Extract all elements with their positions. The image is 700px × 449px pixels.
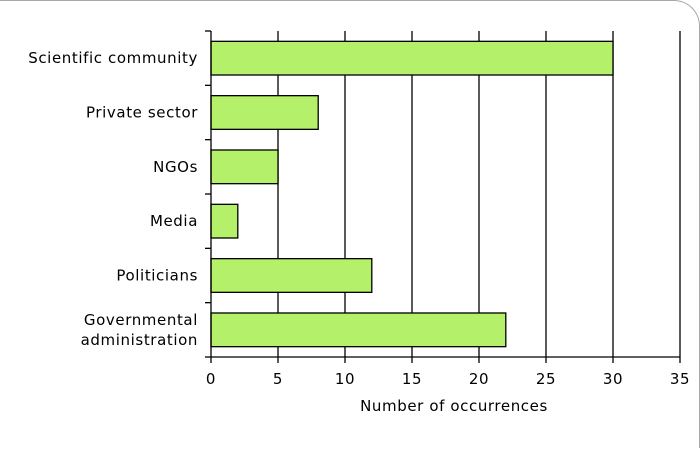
x-axis-title: Number of occurrences	[360, 397, 548, 415]
category-label: Scientific community	[28, 49, 198, 67]
x-tick-label: 25	[536, 370, 556, 388]
bar	[210, 312, 507, 348]
category-label: Politicians	[116, 267, 198, 285]
bars	[210, 40, 614, 348]
x-tick-label: 0	[206, 370, 216, 388]
x-tick-label: 5	[273, 370, 283, 388]
x-tick-label: 30	[603, 370, 623, 388]
bar	[210, 95, 319, 130]
bar	[210, 149, 279, 185]
category-label: NGOs	[153, 158, 198, 176]
category-label: Private sector	[86, 104, 198, 122]
x-tick-label: 10	[335, 370, 355, 388]
bar	[210, 258, 373, 293]
category-label: Governmental administration	[81, 311, 198, 349]
category-labels: Scientific community Private sector NGOs Me…	[28, 49, 198, 349]
x-tick-labels: 0 5 10 15 20 25 30 35	[206, 370, 690, 388]
x-tick-label: 15	[402, 370, 422, 388]
category-label: Media	[150, 212, 198, 230]
axes	[205, 30, 681, 363]
bar	[210, 40, 614, 76]
grid-lines	[277, 31, 681, 357]
x-tick-label: 35	[670, 370, 690, 388]
bar	[210, 203, 239, 239]
x-tick-label: 20	[469, 370, 489, 388]
